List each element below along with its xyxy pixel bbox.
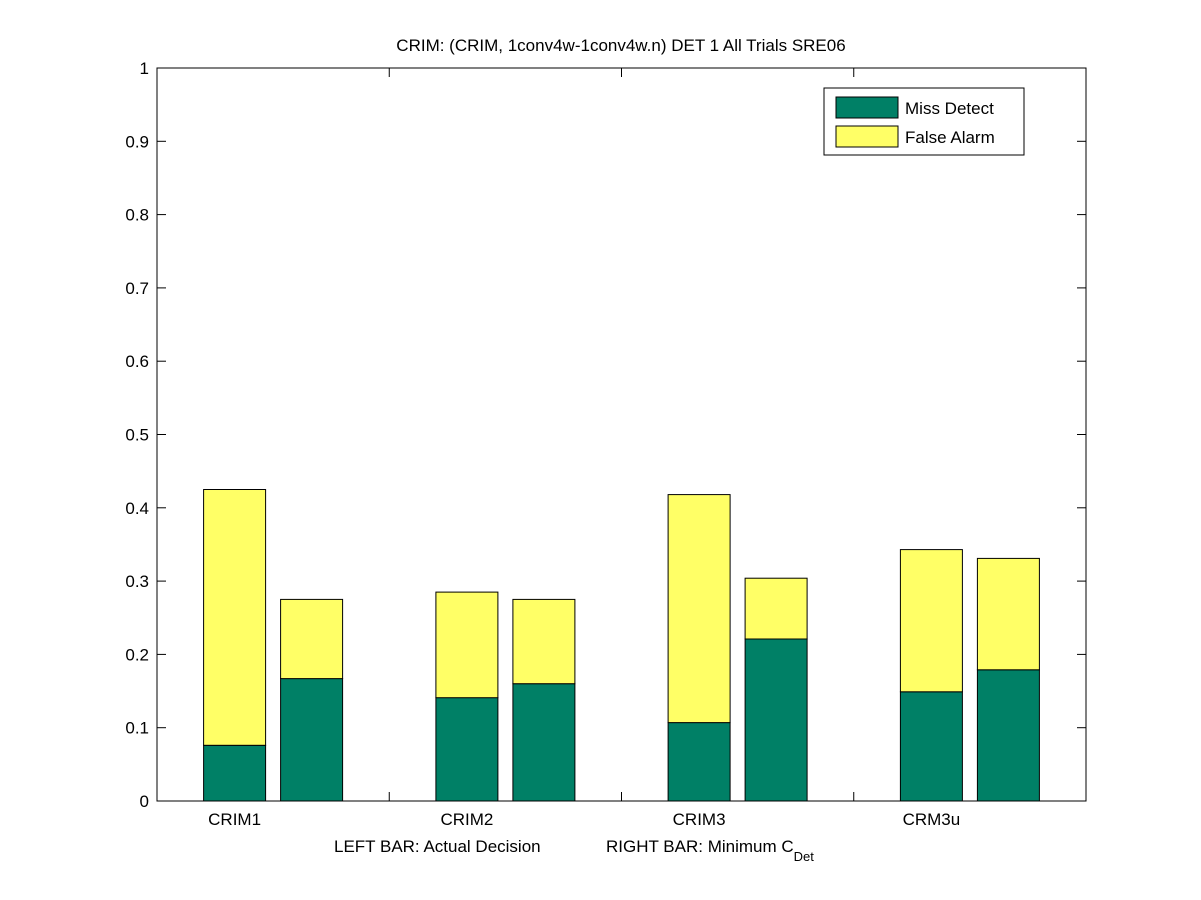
legend-swatch-miss-detect	[835, 96, 899, 119]
legend-label-miss-detect: Miss Detect	[905, 99, 994, 118]
y-tick-label: 0.3	[125, 572, 149, 591]
xlabel-right-subscript: Det	[794, 849, 815, 864]
y-tick-label: 0.2	[125, 645, 149, 664]
y-tick-label: 1	[140, 59, 149, 78]
y-tick-label: 0.6	[125, 352, 149, 371]
x-tick-label: CRIM2	[440, 810, 493, 829]
y-tick-label: 0.5	[125, 426, 149, 445]
x-tick-label: CRM3u	[903, 810, 961, 829]
bar-crim2-minimum-miss-detect	[512, 683, 576, 802]
bar-crim3-actual-false-alarm	[667, 494, 731, 724]
xlabel-right-main: RIGHT BAR: Minimum C	[606, 837, 794, 856]
bar-crim2-actual-miss-detect	[435, 697, 499, 802]
bar-crm3u-actual-false-alarm	[899, 549, 963, 693]
y-tick-label: 0.8	[125, 206, 149, 225]
bar-crm3u-minimum-false-alarm	[976, 557, 1040, 671]
xlabel-left-bar: LEFT BAR: Actual Decision	[334, 837, 541, 856]
bar-crim1-actual-miss-detect	[203, 744, 267, 802]
y-tick-label: 0.4	[125, 499, 149, 518]
x-tick-label: CRIM3	[673, 810, 726, 829]
bar-crim2-actual-false-alarm	[435, 591, 499, 699]
y-tick-label: 0.7	[125, 279, 149, 298]
bar-crim3-minimum-false-alarm	[744, 577, 808, 640]
bar-crm3u-actual-miss-detect	[899, 691, 963, 802]
bar-crim1-actual-false-alarm	[203, 489, 267, 746]
legend: Miss Detect False Alarm	[823, 87, 1025, 156]
y-tick-label: 0	[140, 792, 149, 811]
legend-swatch-false-alarm	[835, 125, 899, 148]
axis-ticks: 0 0.1 0.2 0.3 0.4 0.5 0.6 0.7 0.8 0.9 1 CRIM1 CRIM2 C…	[125, 59, 1086, 829]
bar-crim3-minimum-miss-detect	[744, 638, 808, 802]
y-tick-label: 0.9	[125, 132, 149, 151]
bar-crim2-minimum-false-alarm	[512, 598, 576, 685]
bar-crim1-minimum-miss-detect	[280, 678, 344, 802]
bar-crim3-actual-miss-detect	[667, 722, 731, 802]
bar-crim1-minimum-false-alarm	[280, 598, 344, 680]
legend-label-false-alarm: False Alarm	[905, 128, 995, 147]
chart-title: CRIM: (CRIM, 1conv4w-1conv4w.n) DET 1 Al…	[396, 36, 845, 55]
y-tick-label: 0.1	[125, 719, 149, 738]
xlabel-right-bar: RIGHT BAR: Minimum CDet	[606, 837, 814, 864]
bar-crm3u-minimum-miss-detect	[976, 669, 1040, 802]
x-tick-label: CRIM1	[208, 810, 261, 829]
bars-layer	[203, 489, 1040, 802]
